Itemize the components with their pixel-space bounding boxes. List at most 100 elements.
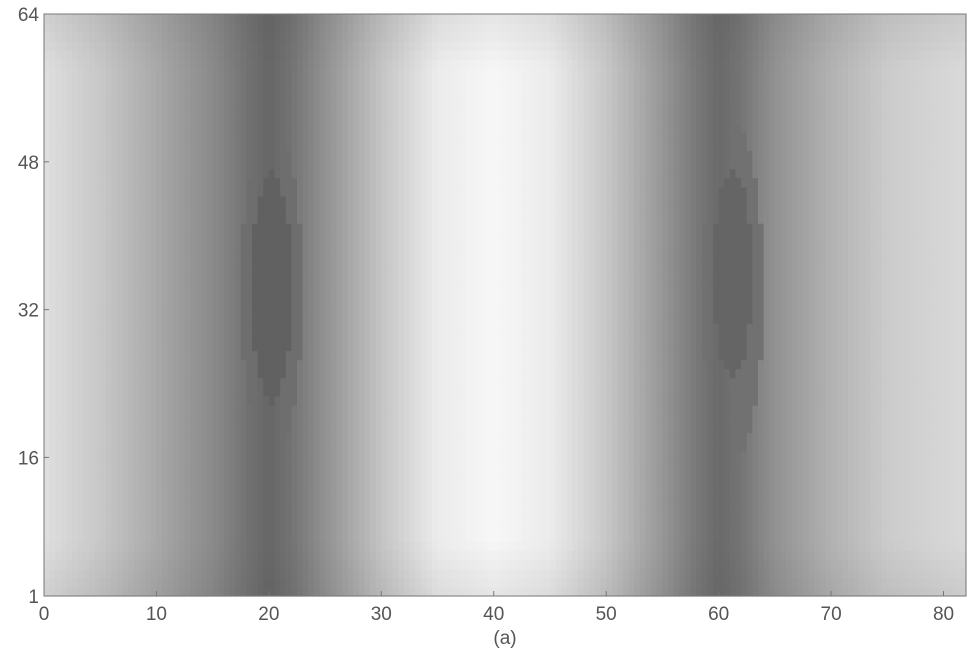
heatmap-cell xyxy=(853,323,860,333)
heatmap-cell xyxy=(370,368,377,379)
heatmap-cell xyxy=(538,341,545,352)
heatmap-cell xyxy=(566,486,574,497)
heatmap-cell xyxy=(859,523,866,533)
heatmap-cell xyxy=(578,523,585,533)
heatmap-cell xyxy=(960,414,967,424)
heatmap-cell xyxy=(954,541,961,552)
heatmap-cell xyxy=(645,341,652,352)
heatmap-cell xyxy=(797,550,804,561)
heatmap-cell xyxy=(409,395,416,406)
heatmap-cell xyxy=(696,405,703,415)
heatmap-cell xyxy=(268,377,276,388)
heatmap-cell xyxy=(223,459,231,470)
heatmap-cell xyxy=(296,468,304,479)
heatmap-cell xyxy=(280,495,287,506)
heatmap-cell xyxy=(133,350,141,361)
heatmap-cell xyxy=(72,568,79,579)
heatmap-cell xyxy=(409,514,416,524)
heatmap-cell xyxy=(44,468,51,479)
heatmap-cell xyxy=(223,486,231,497)
heatmap-cell xyxy=(218,368,225,379)
heatmap-cell xyxy=(448,586,455,597)
heatmap-cell xyxy=(55,405,62,415)
heatmap-cell xyxy=(488,359,495,370)
heatmap-cell xyxy=(757,477,765,488)
heatmap-cell xyxy=(684,450,692,461)
heatmap-cell xyxy=(729,568,737,579)
heatmap-cell xyxy=(510,423,517,433)
heatmap-cell xyxy=(684,377,692,388)
heatmap-cell xyxy=(364,486,371,497)
heatmap-cell xyxy=(229,505,236,515)
heatmap-cell xyxy=(460,459,467,470)
heatmap-cell xyxy=(611,523,619,533)
heatmap-cell xyxy=(370,450,377,461)
heatmap-cell xyxy=(611,377,619,388)
heatmap-cell xyxy=(594,505,602,515)
heatmap-cell xyxy=(544,359,551,370)
heatmap-cell xyxy=(639,450,647,461)
heatmap-cell xyxy=(943,405,950,415)
heatmap-cell xyxy=(814,350,821,361)
heatmap-cell xyxy=(111,441,118,452)
heatmap-cell xyxy=(921,577,928,588)
heatmap-cell xyxy=(594,350,602,361)
heatmap-cell xyxy=(117,568,124,579)
heatmap-cell xyxy=(128,368,135,379)
heatmap-cell xyxy=(735,477,742,488)
heatmap-cell xyxy=(876,468,883,479)
heatmap-cell xyxy=(426,532,433,543)
heatmap-cell xyxy=(72,550,79,561)
heatmap-cell xyxy=(246,323,253,333)
heatmap-cell xyxy=(280,550,287,561)
heatmap-cell xyxy=(257,550,264,561)
heatmap-cell xyxy=(555,495,562,506)
heatmap-cell xyxy=(915,450,922,461)
heatmap-cell xyxy=(443,368,450,379)
heatmap-cell xyxy=(173,532,180,543)
heatmap-cell xyxy=(66,359,73,370)
heatmap-cell xyxy=(701,341,708,352)
heatmap-cell xyxy=(122,459,129,470)
heatmap-cell xyxy=(409,341,416,352)
heatmap-cell xyxy=(139,332,146,342)
heatmap-cell xyxy=(802,405,810,415)
heatmap-cell xyxy=(190,577,197,588)
heatmap-cell xyxy=(44,341,51,352)
heatmap-cell xyxy=(212,377,219,388)
heatmap-cell xyxy=(679,350,686,361)
heatmap-cell xyxy=(296,505,304,515)
heatmap-cell xyxy=(392,350,399,361)
heatmap-cell xyxy=(358,559,366,570)
heatmap-cell xyxy=(656,423,664,433)
heatmap-cell xyxy=(870,586,877,597)
heatmap-cell xyxy=(55,395,62,406)
heatmap-cell xyxy=(763,568,770,579)
heatmap-cell xyxy=(117,368,124,379)
heatmap-cell xyxy=(578,441,585,452)
heatmap-cell xyxy=(381,341,388,352)
heatmap-cell xyxy=(713,477,720,488)
heatmap-cell xyxy=(319,477,326,488)
heatmap-cell xyxy=(797,423,804,433)
heatmap-cell xyxy=(505,514,512,524)
heatmap-cell xyxy=(392,586,399,597)
heatmap-cell xyxy=(235,423,242,433)
heatmap-cell xyxy=(600,459,607,470)
heatmap-cell xyxy=(533,459,540,470)
heatmap-cell xyxy=(505,323,512,333)
heatmap-cell xyxy=(375,523,382,533)
heatmap-cell xyxy=(538,505,545,515)
heatmap-cell xyxy=(325,423,332,433)
heatmap-cell xyxy=(280,332,287,342)
heatmap-cell xyxy=(606,568,613,579)
heatmap-cell xyxy=(836,577,843,588)
heatmap-cell xyxy=(881,359,888,370)
heatmap-cell xyxy=(696,523,703,533)
heatmap-cell xyxy=(696,441,703,452)
heatmap-cell xyxy=(235,559,242,570)
heatmap-cell xyxy=(876,523,883,533)
heatmap-cell xyxy=(623,486,630,497)
heatmap-cell xyxy=(347,359,354,370)
heatmap-cell xyxy=(448,541,455,552)
